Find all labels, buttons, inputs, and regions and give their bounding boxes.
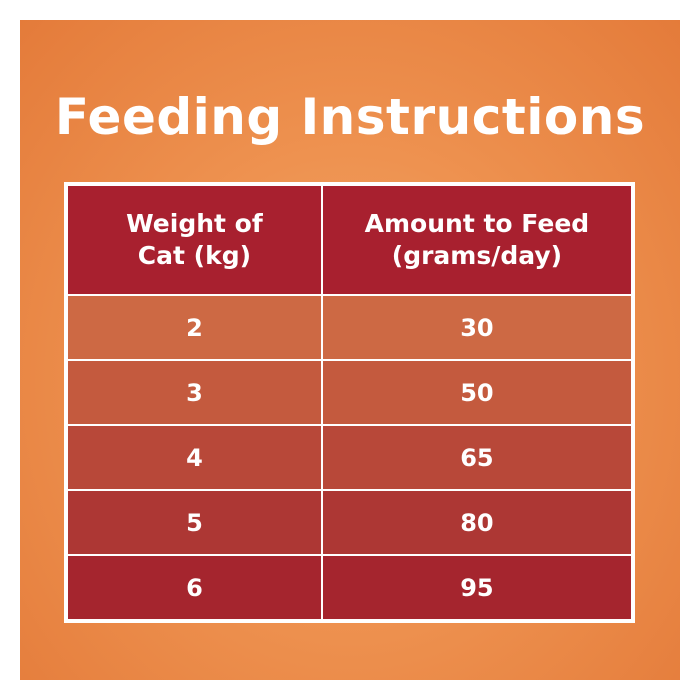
- amount-cell: 50: [320, 359, 634, 426]
- amount-cell: 80: [320, 489, 634, 556]
- amount-cell: 30: [320, 294, 634, 361]
- header-amount: Amount to Feed (grams/day): [320, 184, 634, 296]
- table-row: 5 80: [66, 489, 634, 556]
- table-row: 3 50: [66, 359, 634, 426]
- header-amount-line1: Amount to Feed: [364, 209, 590, 238]
- header-weight-line1: Weight of: [126, 209, 263, 238]
- amount-cell: 95: [320, 554, 634, 621]
- feeding-table: Weight of Cat (kg) Amount to Feed (grams…: [66, 184, 634, 621]
- table-row: 2 30: [66, 294, 634, 361]
- weight-cell: 4: [66, 424, 323, 491]
- weight-cell: 2: [66, 294, 323, 361]
- amount-cell: 65: [320, 424, 634, 491]
- page-title: Feeding Instructions: [54, 88, 646, 146]
- weight-cell: 6: [66, 554, 323, 621]
- header-amount-line2: (grams/day): [391, 241, 563, 270]
- weight-cell: 5: [66, 489, 323, 556]
- weight-cell: 3: [66, 359, 323, 426]
- feeding-panel: Feeding Instructions Weight of Cat (kg) …: [20, 20, 680, 680]
- header-weight: Weight of Cat (kg): [66, 184, 323, 296]
- table-header-row: Weight of Cat (kg) Amount to Feed (grams…: [66, 184, 634, 296]
- table-row: 6 95: [66, 554, 634, 621]
- table-row: 4 65: [66, 424, 634, 491]
- header-weight-line2: Cat (kg): [137, 241, 252, 270]
